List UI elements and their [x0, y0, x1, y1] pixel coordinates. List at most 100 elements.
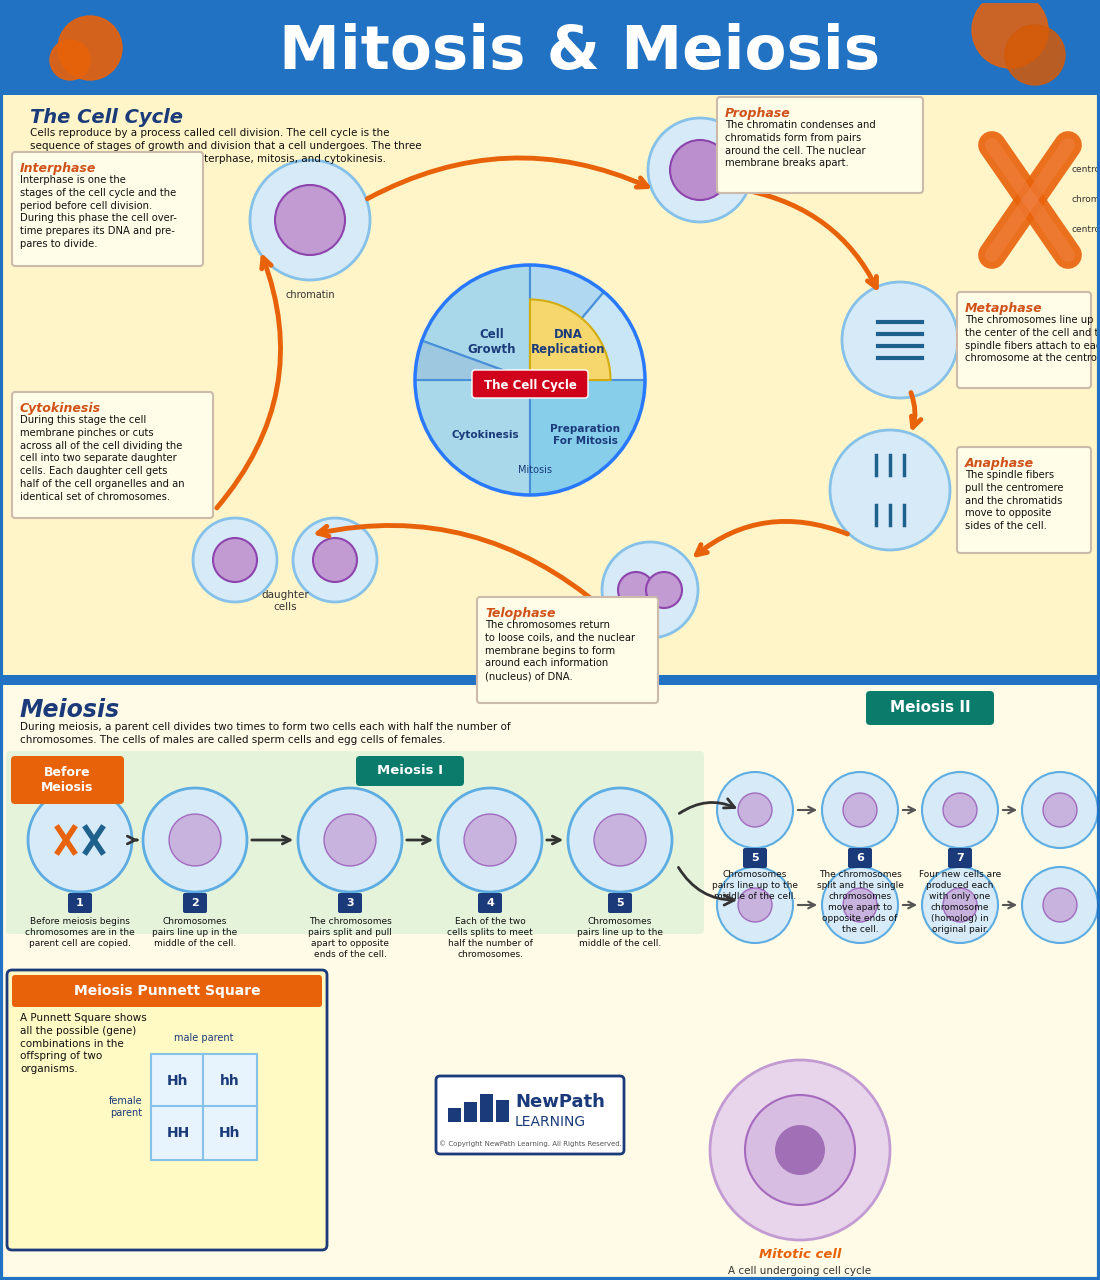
Text: 5: 5: [616, 899, 624, 908]
Text: 7: 7: [956, 852, 964, 863]
Text: Preparation
For Mitosis: Preparation For Mitosis: [550, 424, 620, 445]
Text: NewPath: NewPath: [515, 1093, 605, 1111]
Circle shape: [1043, 888, 1077, 922]
Text: chromatid: chromatid: [1072, 196, 1100, 205]
Circle shape: [717, 772, 793, 847]
Circle shape: [776, 1125, 825, 1175]
Text: Interphase is one the
stages of the cell cycle and the
period before cell divisi: Interphase is one the stages of the cell…: [20, 175, 177, 250]
Circle shape: [1022, 772, 1098, 847]
Wedge shape: [530, 300, 610, 380]
Text: The Cell Cycle: The Cell Cycle: [30, 108, 183, 127]
FancyBboxPatch shape: [480, 1094, 493, 1123]
Circle shape: [843, 888, 877, 922]
Circle shape: [324, 814, 376, 867]
Circle shape: [58, 15, 122, 79]
Text: centromere: centromere: [1072, 165, 1100, 174]
FancyBboxPatch shape: [151, 1053, 205, 1108]
Wedge shape: [415, 380, 530, 495]
Text: Meiosis I: Meiosis I: [377, 764, 443, 777]
Text: 1: 1: [76, 899, 84, 908]
Circle shape: [822, 867, 898, 943]
FancyBboxPatch shape: [0, 675, 1100, 685]
Text: A Punnett Square shows
all the possible (gene)
combinations in the
offspring of : A Punnett Square shows all the possible …: [20, 1012, 146, 1074]
Text: 4: 4: [486, 899, 494, 908]
Text: Metaphase: Metaphase: [965, 302, 1043, 315]
Text: male parent: male parent: [174, 1033, 233, 1043]
Text: Anaphase: Anaphase: [965, 457, 1034, 470]
FancyBboxPatch shape: [12, 975, 322, 1007]
FancyBboxPatch shape: [948, 847, 972, 868]
Circle shape: [738, 888, 772, 922]
Text: The chromosomes
pairs split and pull
apart to opposite
ends of the cell.: The chromosomes pairs split and pull apa…: [308, 916, 392, 959]
Circle shape: [922, 867, 998, 943]
Wedge shape: [422, 265, 530, 380]
Text: HH: HH: [166, 1126, 189, 1140]
FancyBboxPatch shape: [12, 152, 203, 266]
Circle shape: [822, 772, 898, 847]
Text: Prophase: Prophase: [725, 108, 791, 120]
Circle shape: [1022, 867, 1098, 943]
Wedge shape: [530, 380, 645, 495]
Circle shape: [670, 140, 730, 200]
Circle shape: [293, 518, 377, 602]
Text: Chromosomes
pairs line up to the
middle of the cell.: Chromosomes pairs line up to the middle …: [578, 916, 663, 948]
Text: centromere: centromere: [1072, 225, 1100, 234]
FancyBboxPatch shape: [448, 1108, 461, 1123]
Circle shape: [710, 1060, 890, 1240]
Text: During this stage the cell
membrane pinches or cuts
across all of the cell divid: During this stage the cell membrane pinc…: [20, 415, 185, 502]
Circle shape: [192, 518, 277, 602]
Circle shape: [618, 572, 654, 608]
Circle shape: [943, 794, 977, 827]
Wedge shape: [530, 292, 645, 380]
FancyBboxPatch shape: [0, 685, 1100, 1280]
FancyBboxPatch shape: [204, 1053, 257, 1108]
Text: chromatin: chromatin: [285, 291, 334, 300]
Circle shape: [1005, 26, 1065, 84]
Text: The chromosomes line up along
the center of the cell and the
spindle fibers atta: The chromosomes line up along the center…: [965, 315, 1100, 364]
Text: The Cell Cycle: The Cell Cycle: [484, 379, 576, 392]
Circle shape: [922, 772, 998, 847]
Circle shape: [648, 118, 752, 221]
Circle shape: [438, 788, 542, 892]
Circle shape: [568, 788, 672, 892]
Circle shape: [213, 538, 257, 582]
FancyBboxPatch shape: [957, 447, 1091, 553]
FancyBboxPatch shape: [478, 893, 502, 913]
Wedge shape: [530, 265, 604, 380]
Circle shape: [298, 788, 402, 892]
Text: The spindle fibers
pull the centromere
and the chromatids
move to opposite
sides: The spindle fibers pull the centromere a…: [965, 470, 1064, 531]
Circle shape: [464, 814, 516, 867]
Text: Each of the two
cells splits to meet
half the number of
chromosomes.: Each of the two cells splits to meet hal…: [447, 916, 532, 959]
FancyBboxPatch shape: [608, 893, 632, 913]
Wedge shape: [415, 340, 530, 380]
FancyBboxPatch shape: [0, 95, 1100, 675]
FancyBboxPatch shape: [338, 893, 362, 913]
Text: Telophase: Telophase: [485, 607, 556, 620]
FancyBboxPatch shape: [6, 751, 704, 934]
Circle shape: [250, 160, 370, 280]
Text: Before
Meiosis: Before Meiosis: [41, 765, 94, 794]
Circle shape: [50, 40, 90, 79]
Circle shape: [275, 186, 345, 255]
Text: Mitosis: Mitosis: [518, 465, 552, 475]
Circle shape: [842, 282, 958, 398]
Text: Cell
Growth: Cell Growth: [468, 328, 516, 356]
Circle shape: [28, 788, 132, 892]
FancyBboxPatch shape: [356, 756, 464, 786]
Text: The chromosomes
split and the single
chromosomes
move apart to
opposite ends of
: The chromosomes split and the single chr…: [816, 870, 903, 934]
FancyBboxPatch shape: [0, 0, 1100, 95]
Text: Meiosis Punnett Square: Meiosis Punnett Square: [74, 984, 261, 998]
Circle shape: [843, 794, 877, 827]
FancyBboxPatch shape: [151, 1106, 205, 1160]
Text: Chromosomes
pairs line up to the
middle of the cell.: Chromosomes pairs line up to the middle …: [712, 870, 798, 901]
Circle shape: [717, 867, 793, 943]
FancyBboxPatch shape: [957, 292, 1091, 388]
Text: Before meiosis begins
chromosomes are in the
parent cell are copied.: Before meiosis begins chromosomes are in…: [25, 916, 135, 948]
Text: 2: 2: [191, 899, 199, 908]
FancyBboxPatch shape: [183, 893, 207, 913]
FancyBboxPatch shape: [477, 596, 658, 703]
Text: During meiosis, a parent cell divides two times to form two cells each with half: During meiosis, a parent cell divides tw…: [20, 722, 510, 745]
Text: Cytokinesis: Cytokinesis: [20, 402, 101, 415]
Circle shape: [646, 572, 682, 608]
Text: Chromosomes
pairs line up in the
middle of the cell.: Chromosomes pairs line up in the middle …: [153, 916, 238, 948]
